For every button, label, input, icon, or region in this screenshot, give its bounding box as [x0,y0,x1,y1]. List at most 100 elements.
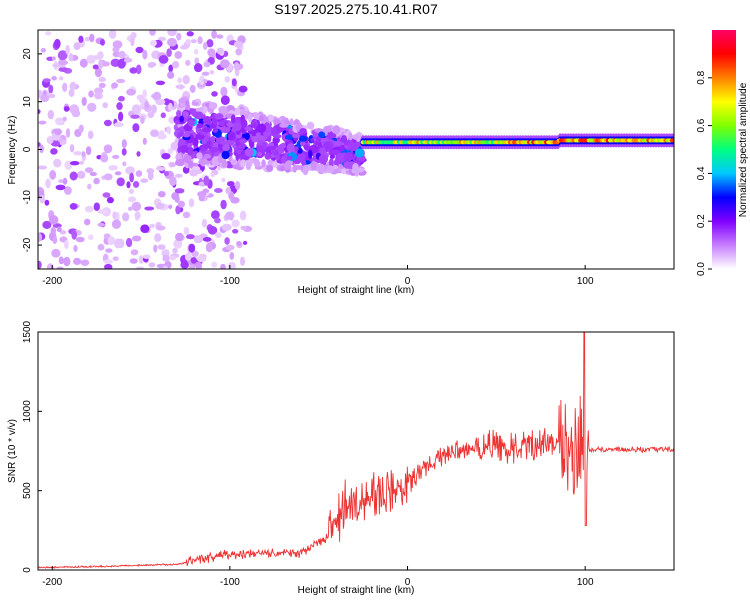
spectrogram-blob-993 [235,129,241,135]
spectrogram-blob-1137 [182,111,189,118]
spectrogram-blob-243 [151,104,157,114]
spectrogram-blob-262 [71,229,78,240]
spectrogram-blob-201 [206,39,214,48]
spectrogram-blob-165 [157,133,167,140]
spectrogram-blob-486 [71,109,81,118]
spectrogram-blob-138 [78,124,84,133]
spectrogram-blob-411 [202,237,212,242]
spectrogram-blob-176 [157,36,167,42]
spectrogram-blob-868 [299,152,306,162]
spectrogram-blob-1208 [310,160,317,171]
spectrogram-blob-790 [240,108,246,118]
spectrogram-blob-321 [42,220,52,229]
spectrogram-blob-401 [131,235,142,242]
spectrogram-blob-56 [59,230,67,235]
spectrogram-blob-513 [188,198,195,208]
spectrogram-blob-1218 [252,121,257,129]
spectrogram-blob-1209 [351,142,359,151]
spectrogram-blob-436 [235,48,243,56]
spectrogram-blob-501 [166,126,172,135]
spectrogram-blob-141 [197,36,203,45]
spectrogram-blob-381 [51,248,61,258]
spectrogram-blob-424 [55,117,64,126]
spectrogram-blob-478 [142,137,147,145]
spectrogram-blob-363 [48,215,59,225]
spectrogram-blob-356 [193,48,199,55]
spectrogram-blob-442 [199,75,205,86]
colorbar-tick-label-0: 0.0 [696,262,707,276]
spectrogram-blob-256 [63,239,69,250]
spectrogram-y-axis-label: Frequency (Hz) [7,116,18,185]
spectrogram-blob-474 [128,206,133,211]
spectrogram-blob-11 [121,212,130,222]
spectrogram-blob-485 [144,100,149,109]
spectrogram-blob-292 [136,94,144,101]
spectrogram-blob-83 [211,261,218,268]
spectrogram-blob-1157 [275,154,280,161]
spectrogram-blob-920 [245,163,252,171]
snr-xticks-label-1: -100 [220,577,240,588]
spectrogram-blob-1170 [266,164,274,172]
hm-xticks-label-3: 100 [577,276,594,287]
spectrogram-blob-409 [161,152,171,160]
spectrogram-blob-489 [142,254,151,259]
spectrogram-blob-443 [185,252,192,261]
spectrogram-blob-1162 [208,101,218,110]
spectrogram-blob-29 [108,30,117,39]
spectrogram-blob-137 [87,130,94,140]
hm-yticks-label-3: 10 [22,96,33,108]
spectrogram-blob-35 [220,199,227,210]
spectrogram-blob-451 [158,54,169,64]
spectrogram-blob-167 [150,129,159,138]
spectrogram-blob-453 [175,232,184,242]
spectrogram-blob-448 [226,180,235,187]
spectrogram-blob-38 [174,51,183,59]
spectrogram-blob-1211 [201,143,212,149]
spectrogram-blob-421 [140,178,149,183]
spectrogram-blob-118 [92,64,99,70]
colorbar-tick-label-3: 0.6 [696,118,707,132]
spectrogram-blob-1000 [332,125,341,135]
spectrogram-blob-88 [210,210,220,220]
spectrogram-blob-349 [202,42,208,50]
spectrogram-blob-279 [116,177,125,187]
spectrogram-blob-405 [162,265,169,269]
spectrogram-blob-205 [210,172,215,177]
spectrogram-blob-1152 [219,140,227,146]
spectrogram-blob-1125 [272,134,282,139]
page-title: S197.2025.275.10.41.R07 [274,1,438,17]
spectrogram-blob-437 [121,139,127,149]
spectrogram-blob-339 [188,243,196,253]
spectrogram-blob-264 [195,261,202,269]
spectrogram-blob-413 [221,223,232,231]
spectrogram-blob-114 [80,259,90,266]
spectrogram-blob-1174 [244,147,254,157]
spectrogram-blob-364 [140,115,145,125]
spectrogram-blob-1206 [268,145,277,151]
spectrogram-blob-831 [221,159,228,168]
colorbar-tick-label-2: 0.4 [696,166,707,180]
spectrogram-blob-326 [220,95,230,106]
hm-xticks-label-1: -100 [220,276,240,287]
spectrogram-blob-509 [44,199,50,206]
spectrogram-blob-1183 [328,158,334,168]
snr-xticks-label-3: 100 [577,577,594,588]
spectrogram-blob-23 [102,102,108,109]
spectrogram-blob-1182 [214,113,224,120]
spectrogram-blob-199 [220,263,226,269]
spectrogram-blob-2 [201,218,208,228]
spectrogram-blob-1184 [343,161,352,169]
spectrogram-blob-1109 [175,158,185,167]
spectrogram-blob-502 [150,93,160,99]
spectrogram-blob-220 [127,196,137,203]
spectrogram-blob-396 [81,96,87,106]
spectrogram-blob-1062 [302,165,309,176]
spectrogram-blob-64 [81,151,86,157]
spectrogram-blob-1101 [280,142,286,149]
snr-series-line [38,332,674,570]
spectrogram-blob-1189 [316,163,326,174]
spectrogram-blob-497 [126,88,136,96]
spectrogram-blob-462 [86,54,96,64]
spectrogram-blob-498 [202,188,210,193]
